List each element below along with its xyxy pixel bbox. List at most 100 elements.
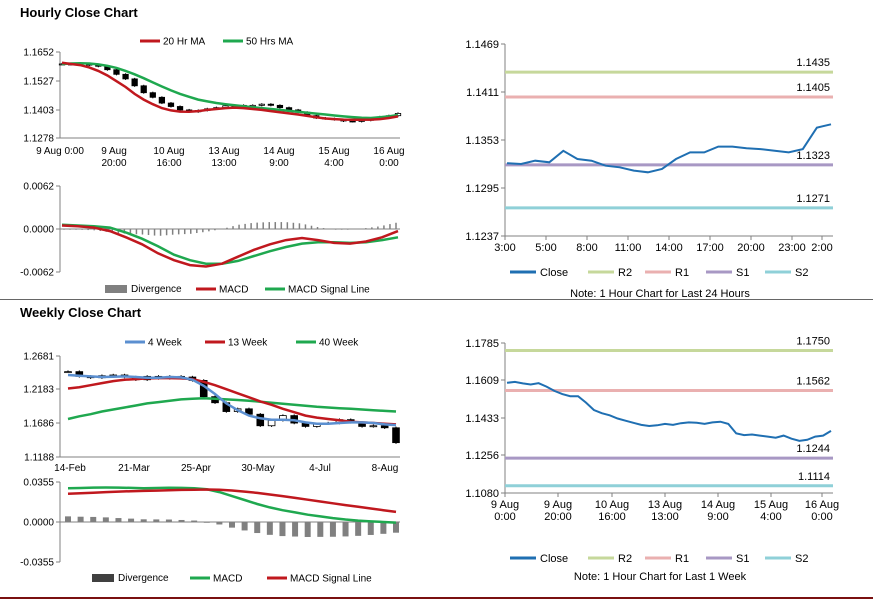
weekly-macd-divergence-bar	[115, 518, 122, 522]
hourly-24h-ytick-label: 1.1353	[465, 135, 499, 147]
hourly-24h-level-s2-label: 1.1271	[796, 193, 830, 205]
hourly-24h-note: Note: 1 Hour Chart for Last 24 Hours	[570, 288, 750, 300]
hourly-price-xtick-label: 9 Aug 0:00	[36, 146, 84, 157]
weekly-legend-signal-label: MACD Signal Line	[290, 574, 372, 585]
weekly-macd-ytick-label: -0.0355	[20, 558, 54, 569]
weekly-price-xtick-label: 8-Aug	[372, 463, 399, 474]
weekly-legend-wk13-label: 13 Week	[228, 338, 268, 349]
hourly-macd-ytick-label: 0.0000	[23, 225, 54, 236]
weekly-macd-divergence-bar	[393, 522, 399, 533]
weekly-1w-xtick-label: 16:00	[598, 511, 626, 523]
hourly-24h-level-r2-label: 1.1435	[796, 57, 830, 69]
weekly-macd-divergence-bar	[102, 517, 109, 522]
weekly-price-candle	[392, 427, 400, 444]
hourly-24h-ytick-label: 1.1411	[466, 87, 499, 99]
hourly-price-candle	[349, 120, 356, 123]
weekly-price-ytick-label: 1.1188	[24, 453, 54, 464]
weekly-1w-xtick-label: 16 Aug	[805, 499, 839, 511]
weekly-1w-level-s1-label: 1.1244	[796, 443, 830, 455]
weekly-macd-divergence-bar	[304, 522, 311, 537]
hourly-price-candle	[276, 104, 284, 109]
weekly-1w-xtick-label: 4:00	[760, 511, 781, 523]
weekly-price-candle	[267, 419, 276, 427]
hourly-24h-close-line	[506, 123, 832, 174]
hourly-price-xtick-label: 20:00	[101, 158, 126, 169]
weekly-macd-divergence-bar	[329, 522, 336, 537]
hourly-price-candle	[258, 103, 265, 106]
weekly-macd-divergence-bar	[165, 519, 172, 522]
weekly-wk13-line	[67, 376, 397, 426]
hourly-price-candle	[176, 106, 184, 111]
weekly-1w-xtick-label: 13:00	[651, 511, 679, 523]
weekly-1w-xtick-label: 13 Aug	[648, 499, 682, 511]
weekly-macd-divergence-bar	[266, 522, 273, 535]
hourly-price-xtick-label: 9 Aug	[101, 146, 127, 157]
hourly-24h-ytick-label: 1.1469	[465, 39, 499, 51]
hourly-price-xtick-label: 0:00	[379, 158, 399, 169]
weekly-macd-divergence-bar	[229, 522, 235, 528]
hourly-24h-xtick-label: 23:00	[778, 242, 806, 254]
weekly-macd-signal-line	[67, 488, 397, 514]
weekly-macd-divergence-bar	[153, 519, 160, 522]
weekly-1w-legend-r1-label: R1	[675, 553, 689, 565]
weekly-1w-xtick-label: 10 Aug	[595, 499, 629, 511]
hourly-macd-ytick-label: 0.0062	[23, 182, 54, 193]
hourly-price-candle	[140, 85, 147, 94]
weekly-macd-ytick-label: 0.0355	[23, 478, 54, 489]
hourly-24h-xtick-label: 3:00	[494, 242, 515, 254]
weekly-1w-level-r2-label: 1.1750	[796, 335, 830, 347]
weekly-price-xtick-label: 21-Mar	[118, 463, 150, 474]
weekly-macd-divergence-bar	[140, 519, 147, 522]
weekly-1w-level-s2-label: 1.1114	[798, 471, 830, 483]
weekly-1w-legend-close-label: Close	[540, 553, 568, 565]
hourly-24h-legend-s1-label: S1	[736, 267, 749, 279]
weekly-1w-xtick-label: 9 Aug	[491, 499, 519, 511]
weekly-1w-legend-s1-label: S1	[736, 553, 749, 565]
bottom-border	[0, 597, 873, 599]
hourly-price-candle	[113, 69, 120, 75]
hourly-24h-legend-r2-label: R2	[618, 267, 632, 279]
hourly-24h-xtick-label: 17:00	[696, 242, 724, 254]
weekly-section-title: Weekly Close Chart	[20, 305, 142, 320]
hourly-legend-macd-label: MACD	[219, 285, 248, 296]
hourly-price-xtick-label: 13 Aug	[208, 146, 239, 157]
hourly-24h-legend-r1-label: R1	[675, 267, 689, 279]
hourly-price-xtick-label: 4:00	[324, 158, 344, 169]
weekly-price-candle	[369, 425, 378, 428]
hourly-price-xtick-label: 13:00	[211, 158, 236, 169]
weekly-macd-divergence-bar	[65, 516, 71, 522]
weekly-macd-ytick-label: 0.0000	[23, 518, 54, 529]
hourly-24h-xtick-label: 14:00	[655, 242, 683, 254]
weekly-1w-xtick-label: 15 Aug	[754, 499, 788, 511]
section-divider	[0, 299, 873, 300]
hourly-legend-ma50-label: 50 Hrs MA	[246, 37, 294, 48]
weekly-wk40-line	[67, 397, 397, 421]
weekly-1w-ytick-label: 1.1609	[465, 375, 499, 387]
hourly-price-candle	[131, 78, 138, 87]
hourly-price-candle	[167, 102, 175, 107]
weekly-legend-wk40-label: 40 Week	[319, 338, 359, 349]
hourly-24h-xtick-label: 8:00	[576, 242, 597, 254]
weekly-price-ytick-label: 1.2183	[23, 385, 54, 396]
hourly-price-ytick-label: 1.1278	[23, 134, 54, 145]
hourly-price-xtick-label: 15 Aug	[318, 146, 349, 157]
weekly-1w-close-line	[506, 380, 832, 442]
hourly-24h-ytick-label: 1.1295	[465, 183, 499, 195]
hourly-24h-legend-s2-label: S2	[795, 267, 808, 279]
weekly-macd-divergence-bar	[178, 519, 185, 522]
hourly-ma20-line	[61, 61, 399, 122]
weekly-1w-legend-r2-label: R2	[618, 553, 632, 565]
weekly-legend-macd-label: MACD	[213, 574, 242, 585]
hourly-section-title: Hourly Close Chart	[20, 5, 138, 20]
weekly-1w-ytick-label: 1.1256	[465, 450, 499, 462]
weekly-legend-divergence-swatch	[92, 574, 114, 582]
weekly-macd-divergence-bar	[77, 516, 84, 522]
weekly-macd-divergence-bar	[191, 520, 198, 522]
weekly-macd-divergence-bar	[254, 522, 261, 534]
weekly-1w-ytick-label: 1.1080	[465, 488, 499, 500]
hourly-price-candle	[122, 73, 129, 80]
hourly-price-ytick-label: 1.1403	[23, 106, 54, 117]
weekly-1w-xtick-label: 20:00	[544, 511, 572, 523]
weekly-1w-xtick-label: 0:00	[811, 511, 832, 523]
